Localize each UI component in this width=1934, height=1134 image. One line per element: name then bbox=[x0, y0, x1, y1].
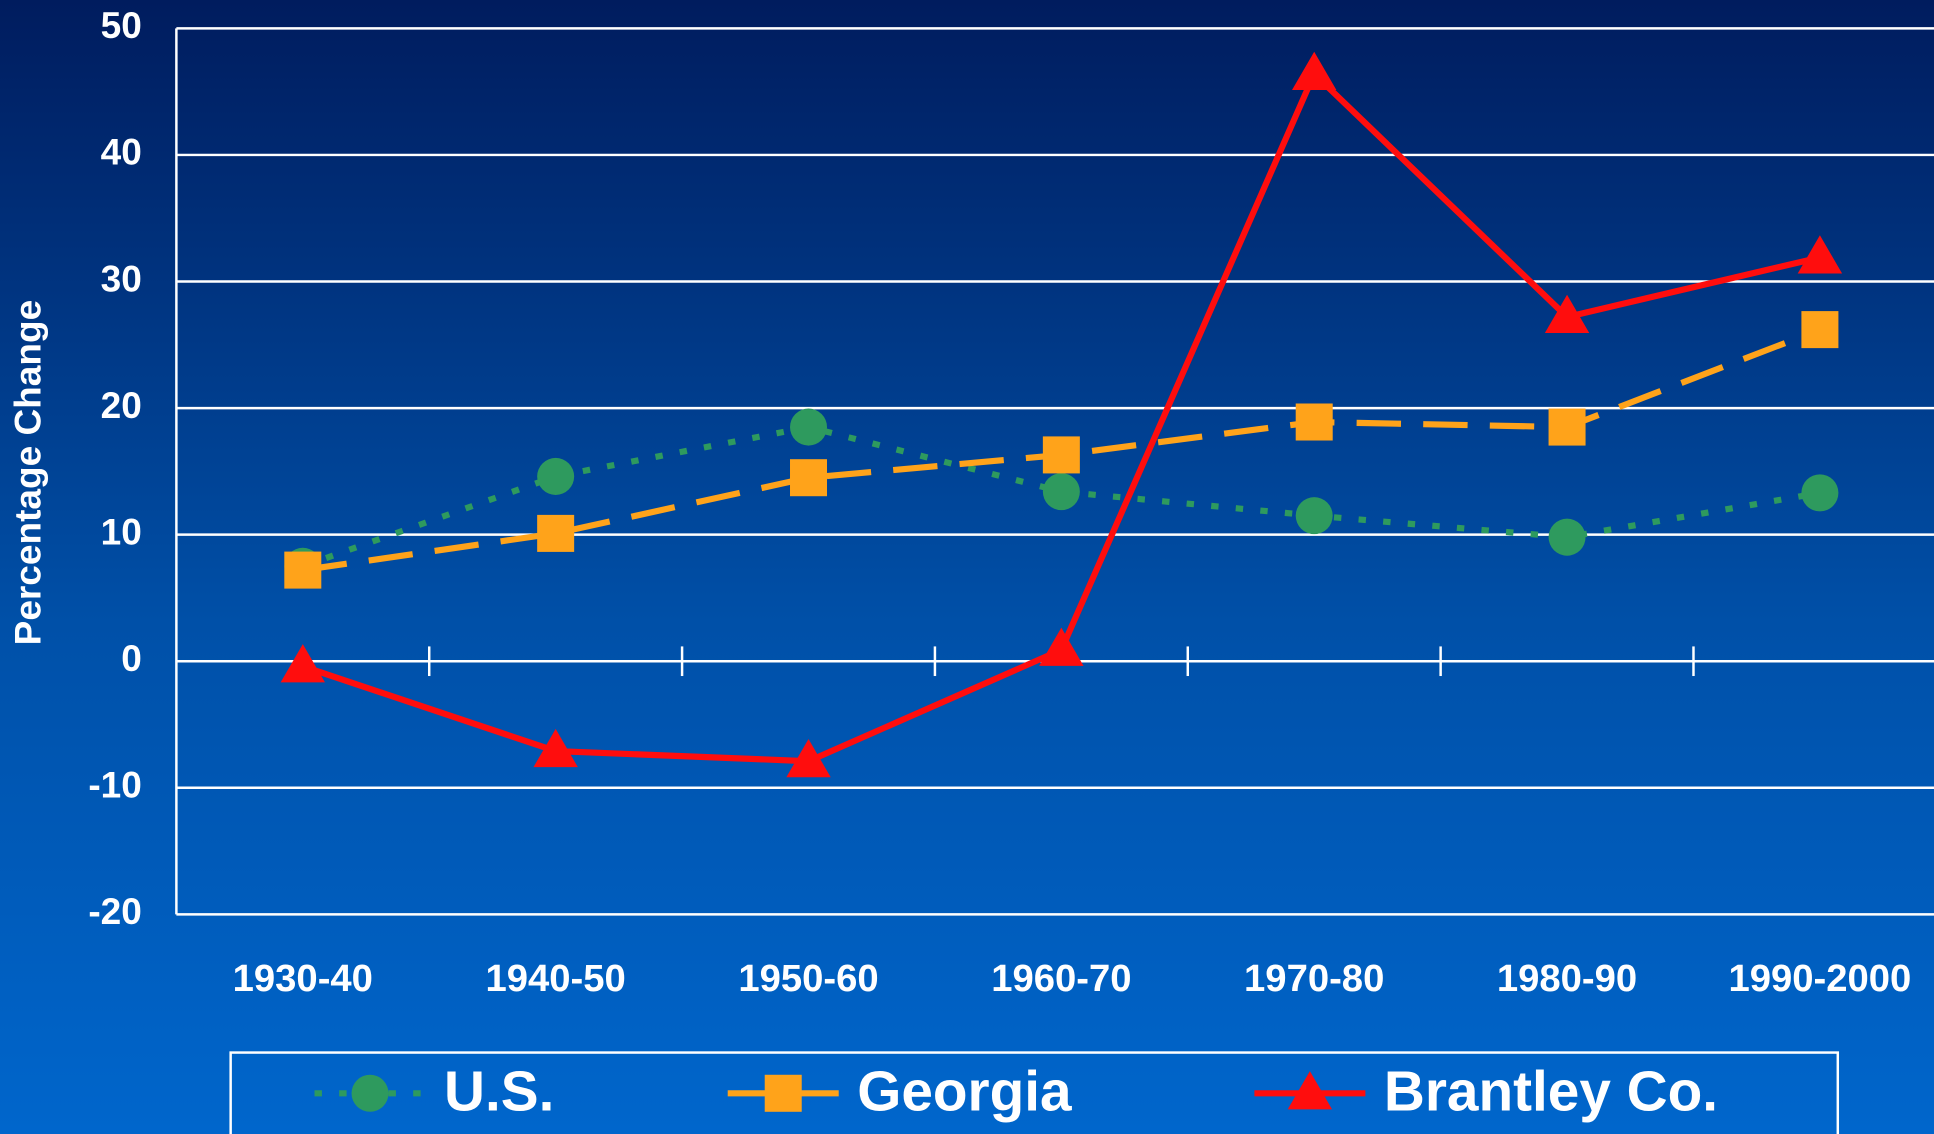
x-tick-label: 1940-50 bbox=[486, 957, 626, 1000]
legend-marker bbox=[351, 1074, 389, 1112]
marker bbox=[1544, 294, 1590, 333]
x-tick-label: 1970-80 bbox=[1244, 957, 1384, 1000]
legend-marker bbox=[764, 1074, 802, 1112]
y-axis-label: Percentage Change bbox=[7, 300, 49, 646]
marker bbox=[1801, 474, 1839, 512]
y-tick-label: 0 bbox=[121, 637, 142, 679]
y-tick-label: 40 bbox=[101, 131, 142, 173]
marker bbox=[1039, 627, 1084, 666]
marker bbox=[1042, 473, 1080, 511]
marker bbox=[1548, 408, 1586, 446]
marker bbox=[1295, 497, 1333, 535]
y-tick-label: 50 bbox=[101, 4, 142, 46]
marker bbox=[790, 408, 828, 446]
y-tick-label: 10 bbox=[101, 510, 142, 552]
y-tick-label: 30 bbox=[101, 257, 142, 299]
marker bbox=[537, 457, 575, 495]
legend-label: U.S. bbox=[444, 1061, 554, 1124]
x-tick-label: 1980-90 bbox=[1497, 957, 1637, 1000]
marker bbox=[1797, 235, 1843, 274]
x-tick-label: 1930-40 bbox=[233, 957, 373, 1000]
y-tick-label: -10 bbox=[88, 764, 141, 806]
y-tick-label: 20 bbox=[101, 384, 142, 426]
marker bbox=[280, 644, 326, 683]
marker bbox=[1295, 403, 1333, 441]
y-tick-label: -20 bbox=[88, 890, 141, 932]
x-tick-label: 1990-2000 bbox=[1728, 957, 1911, 1000]
marker bbox=[1548, 518, 1586, 556]
legend-marker bbox=[1287, 1071, 1333, 1110]
marker bbox=[1292, 51, 1337, 90]
x-tick-label: 1950-60 bbox=[738, 957, 878, 1000]
legend-label: Brantley Co. bbox=[1384, 1061, 1718, 1124]
marker bbox=[533, 728, 578, 768]
marker bbox=[790, 459, 828, 497]
marker bbox=[284, 551, 322, 589]
marker bbox=[1042, 436, 1080, 474]
x-tick-label: 1960-70 bbox=[991, 957, 1131, 1000]
marker bbox=[537, 514, 575, 552]
marker bbox=[1801, 311, 1839, 349]
legend-label: Georgia bbox=[857, 1061, 1072, 1124]
legend-box bbox=[229, 1051, 1840, 1134]
marker bbox=[786, 738, 831, 778]
